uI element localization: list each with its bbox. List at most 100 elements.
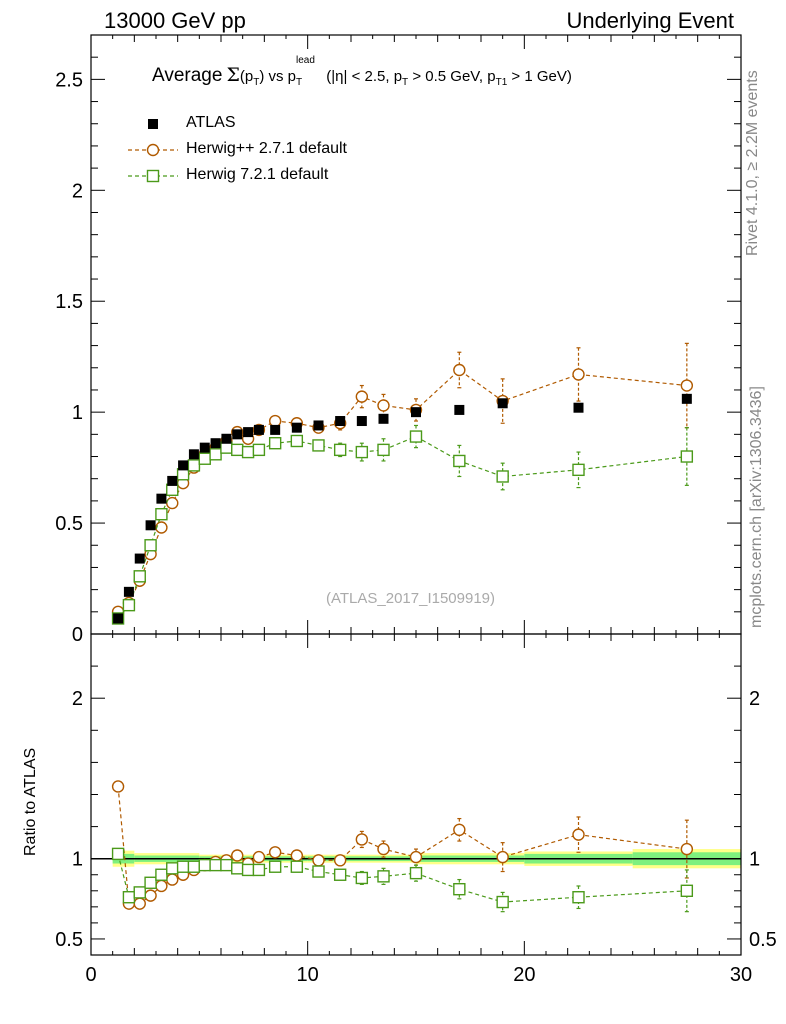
herwig7-ratio-point xyxy=(241,863,255,877)
herwigpp-point xyxy=(155,521,168,534)
herwig7-ratio-point xyxy=(220,858,233,872)
atlas-point xyxy=(221,433,232,444)
herwig7-ratio-point xyxy=(268,860,282,873)
atlas-point xyxy=(253,424,264,435)
herwig7-point xyxy=(133,570,146,583)
title-average: Average xyxy=(152,65,223,86)
atlas-point xyxy=(210,438,221,449)
atlas-point xyxy=(145,520,156,531)
title-pt-cut: > 0.5 GeV, p xyxy=(408,68,496,85)
herwigpp-ratio-point xyxy=(355,833,369,846)
atlas-point xyxy=(378,413,389,424)
atlas-point xyxy=(573,402,584,413)
herwig7-ratio-point xyxy=(144,876,157,889)
title-sigma: Σ xyxy=(226,64,240,86)
title-vs: vs p xyxy=(264,68,297,85)
herwigpp-ratio-line xyxy=(117,786,687,905)
herwig7-point xyxy=(144,539,157,552)
herwig7-ratio-point xyxy=(572,891,585,904)
ratio-ytick-label-right: 1 xyxy=(749,849,760,871)
herwig7-point xyxy=(198,452,211,465)
title-pt1-cut: > 1 GeV) xyxy=(507,68,572,85)
atlas-point xyxy=(335,416,346,427)
herwig7-ratio-point xyxy=(252,863,266,877)
legend-marker-herwigpp xyxy=(146,143,160,157)
herwigpp-ratio-point xyxy=(155,879,168,893)
atlas-point xyxy=(454,404,465,415)
herwig7-point xyxy=(355,445,369,459)
main-ytick-label: 2.5 xyxy=(55,69,83,91)
herwigpp-ratio-point xyxy=(231,849,244,862)
legend-label-herwig7: Herwig 7.2.1 default xyxy=(186,166,329,183)
herwigpp-ratio-point xyxy=(572,828,585,841)
herwig7-point xyxy=(377,443,390,457)
atlas-point xyxy=(167,475,178,486)
herwig7-ratio-point xyxy=(377,870,390,883)
ratio-ytick-label: 0.5 xyxy=(55,929,83,951)
herwigpp-ratio-point xyxy=(252,850,266,864)
ratio-ytick-label-right: 0.5 xyxy=(749,929,777,951)
atlas-point xyxy=(134,553,145,564)
herwig7-ratio-point xyxy=(680,884,694,897)
atlas-point xyxy=(356,416,367,427)
herwig7-ratio-point xyxy=(496,895,509,909)
atlas-point xyxy=(188,449,199,460)
atlas-point xyxy=(411,407,421,418)
atlas-point xyxy=(113,613,124,624)
herwig7-point xyxy=(166,483,179,496)
herwigpp-point xyxy=(355,390,369,403)
main-ytick-label: 0 xyxy=(72,624,83,646)
title-eta-cut: (|η| < 2.5, p xyxy=(322,68,403,85)
title-lead-sup: lead xyxy=(296,55,315,66)
atlas-point xyxy=(497,398,508,409)
herwigpp-ratio-point xyxy=(680,842,694,856)
herwigpp-point xyxy=(377,399,390,412)
herwig7-ratio-point xyxy=(231,862,244,875)
legend-label-atlas: ATLAS xyxy=(186,114,236,131)
herwig7-ratio-point xyxy=(355,871,369,885)
atlas-point xyxy=(243,427,254,438)
title-t-sub: T xyxy=(253,77,260,88)
herwigpp-ratio-point xyxy=(166,873,179,886)
side-label-top: Rivet 4.1.0, ≥ 2.2M events xyxy=(744,70,761,256)
herwigpp-point xyxy=(453,363,466,377)
herwigpp-ratio-point xyxy=(144,889,157,902)
title-t-sub2: T xyxy=(296,77,303,88)
herwigpp-ratio-point xyxy=(268,846,282,859)
herwig7-ratio-point xyxy=(176,860,190,873)
atlas-point xyxy=(313,420,324,431)
herwig7-ratio-point xyxy=(122,891,136,904)
herwig7-point xyxy=(187,459,201,472)
herwigpp-ratio-point xyxy=(111,780,125,793)
herwig7-point xyxy=(496,470,509,483)
ratio-frame xyxy=(90,633,742,956)
herwig7-ratio-point xyxy=(409,866,423,880)
herwig7-ratio-point xyxy=(133,886,146,899)
herwig7-ratio-point xyxy=(111,847,125,861)
herwigpp-ratio-point xyxy=(333,854,347,867)
herwig7-ratio-point xyxy=(209,858,222,872)
title-t1-sub: T1 xyxy=(495,77,508,88)
atlas-point xyxy=(291,422,302,433)
atlas-point xyxy=(232,429,243,440)
herwigpp-point xyxy=(680,379,694,392)
herwig7-ratio-point xyxy=(453,882,466,896)
herwig7-point xyxy=(122,598,136,612)
herwig7-point xyxy=(333,443,347,457)
ratio-ytick-label-right: 2 xyxy=(749,688,760,710)
herwig7-point xyxy=(572,463,585,477)
herwigpp-ratio-point xyxy=(312,854,325,867)
analysis-watermark: (ATLAS_2017_I1509919) xyxy=(326,590,496,607)
herwig7-point xyxy=(409,430,423,443)
atlas-point xyxy=(156,493,167,504)
atlas-point xyxy=(681,393,692,404)
herwig7-point xyxy=(155,508,168,521)
herwig7-point xyxy=(220,441,233,454)
title-pt-open: (p xyxy=(239,68,254,85)
herwig7-point xyxy=(453,454,466,468)
title-pt-close: ) xyxy=(259,68,265,85)
herwig7-point xyxy=(241,445,255,459)
herwigpp-line xyxy=(117,369,687,613)
ratio-ytick-label: 1 xyxy=(72,849,83,871)
atlas-point xyxy=(178,460,189,471)
